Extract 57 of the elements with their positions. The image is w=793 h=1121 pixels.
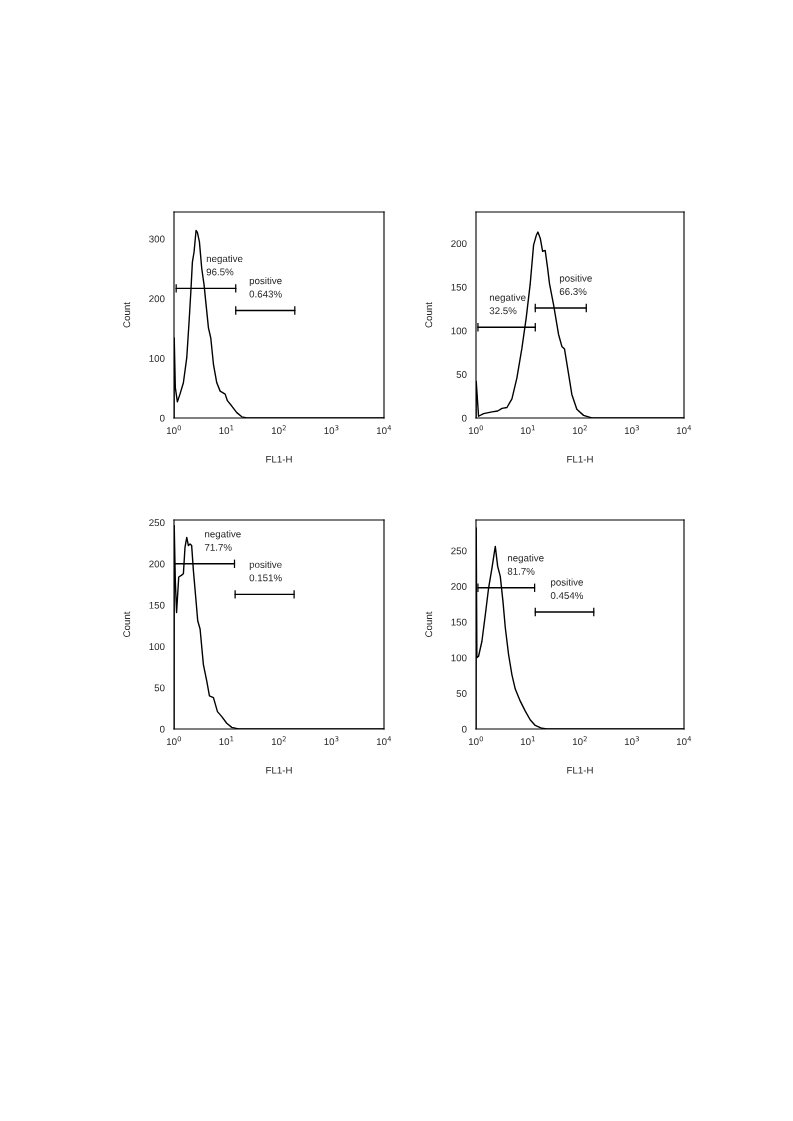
y-tick-label: 300 xyxy=(149,235,165,243)
y-tick-label: 50 xyxy=(456,690,467,697)
x-tick-label: 10$^{3}$ xyxy=(624,425,639,435)
y-tick-label: 0 xyxy=(461,725,467,733)
x-tick-label: 10$^{2}$ xyxy=(271,425,286,435)
x-axis-title: FL1-H xyxy=(567,766,593,774)
x-tick-label: 10$^{4}$ xyxy=(376,736,392,746)
x-axis-title: FL1-H xyxy=(567,455,593,463)
annotation: negative 32.5% xyxy=(489,293,526,315)
y-tick-label: 200 xyxy=(149,560,165,568)
annotation: positive 0.151% xyxy=(249,560,282,582)
x-tick-label: 10$^{4}$ xyxy=(376,425,392,435)
y-tick-label: 250 xyxy=(451,547,467,555)
y-tick-label: 50 xyxy=(456,371,467,378)
annotation: negative 81.7% xyxy=(507,554,544,575)
annotation: negative 96.5% xyxy=(206,254,243,276)
y-tick-label: 100 xyxy=(451,654,467,662)
x-tick-label: 10$^{0}$ xyxy=(166,425,182,435)
x-tick-label: 10$^{3}$ xyxy=(624,736,639,746)
annotation: negative 71.7% xyxy=(204,530,241,551)
y-axis-title: Count xyxy=(123,611,131,637)
x-tick-label: 10$^{0}$ xyxy=(166,736,182,746)
y-tick-label: 100 xyxy=(451,327,467,335)
y-tick-label: 150 xyxy=(451,618,467,626)
x-tick-label: 10$^{1}$ xyxy=(219,736,234,746)
x-tick-label: 10$^{0}$ xyxy=(468,425,484,435)
x-tick-label: 10$^{4}$ xyxy=(676,736,692,746)
x-tick-label: 10$^{1}$ xyxy=(520,736,535,746)
y-tick-label: 0 xyxy=(159,725,165,733)
x-tick-label: 10$^{2}$ xyxy=(271,736,286,746)
x-tick-label: 10$^{0}$ xyxy=(468,736,484,746)
y-axis-title: Count xyxy=(123,302,131,328)
y-tick-label: 0 xyxy=(159,414,165,422)
annotation: positive 0.643% xyxy=(249,277,282,298)
x-tick-label: 10$^{4}$ xyxy=(676,425,692,435)
y-tick-label: 100 xyxy=(149,355,165,362)
y-tick-label: 0 xyxy=(461,414,467,422)
y-tick-label: 150 xyxy=(149,601,165,609)
annotation: positive 0.454% xyxy=(550,578,584,599)
x-tick-label: 10$^{2}$ xyxy=(572,425,587,435)
y-tick-label: 200 xyxy=(149,295,165,303)
x-tick-label: 10$^{3}$ xyxy=(324,736,339,746)
x-axis-title: FL1-H xyxy=(266,766,292,774)
y-tick-label: 200 xyxy=(451,583,467,590)
x-tick-label: 10$^{1}$ xyxy=(520,425,535,435)
annotation: positive 66.3% xyxy=(559,274,592,295)
x-tick-label: 10$^{1}$ xyxy=(219,425,234,435)
y-tick-label: 150 xyxy=(451,283,467,291)
x-tick-label: 10$^{2}$ xyxy=(572,736,587,746)
y-axis-title: Count xyxy=(425,302,433,328)
y-tick-label: 200 xyxy=(451,240,467,248)
x-axis-title: FL1-H xyxy=(266,455,292,463)
y-tick-label: 100 xyxy=(149,643,165,651)
x-tick-label: 10$^{3}$ xyxy=(324,425,339,435)
y-tick-label: 250 xyxy=(149,519,165,527)
y-axis-title: Count xyxy=(425,611,433,637)
y-tick-label: 50 xyxy=(154,684,165,692)
